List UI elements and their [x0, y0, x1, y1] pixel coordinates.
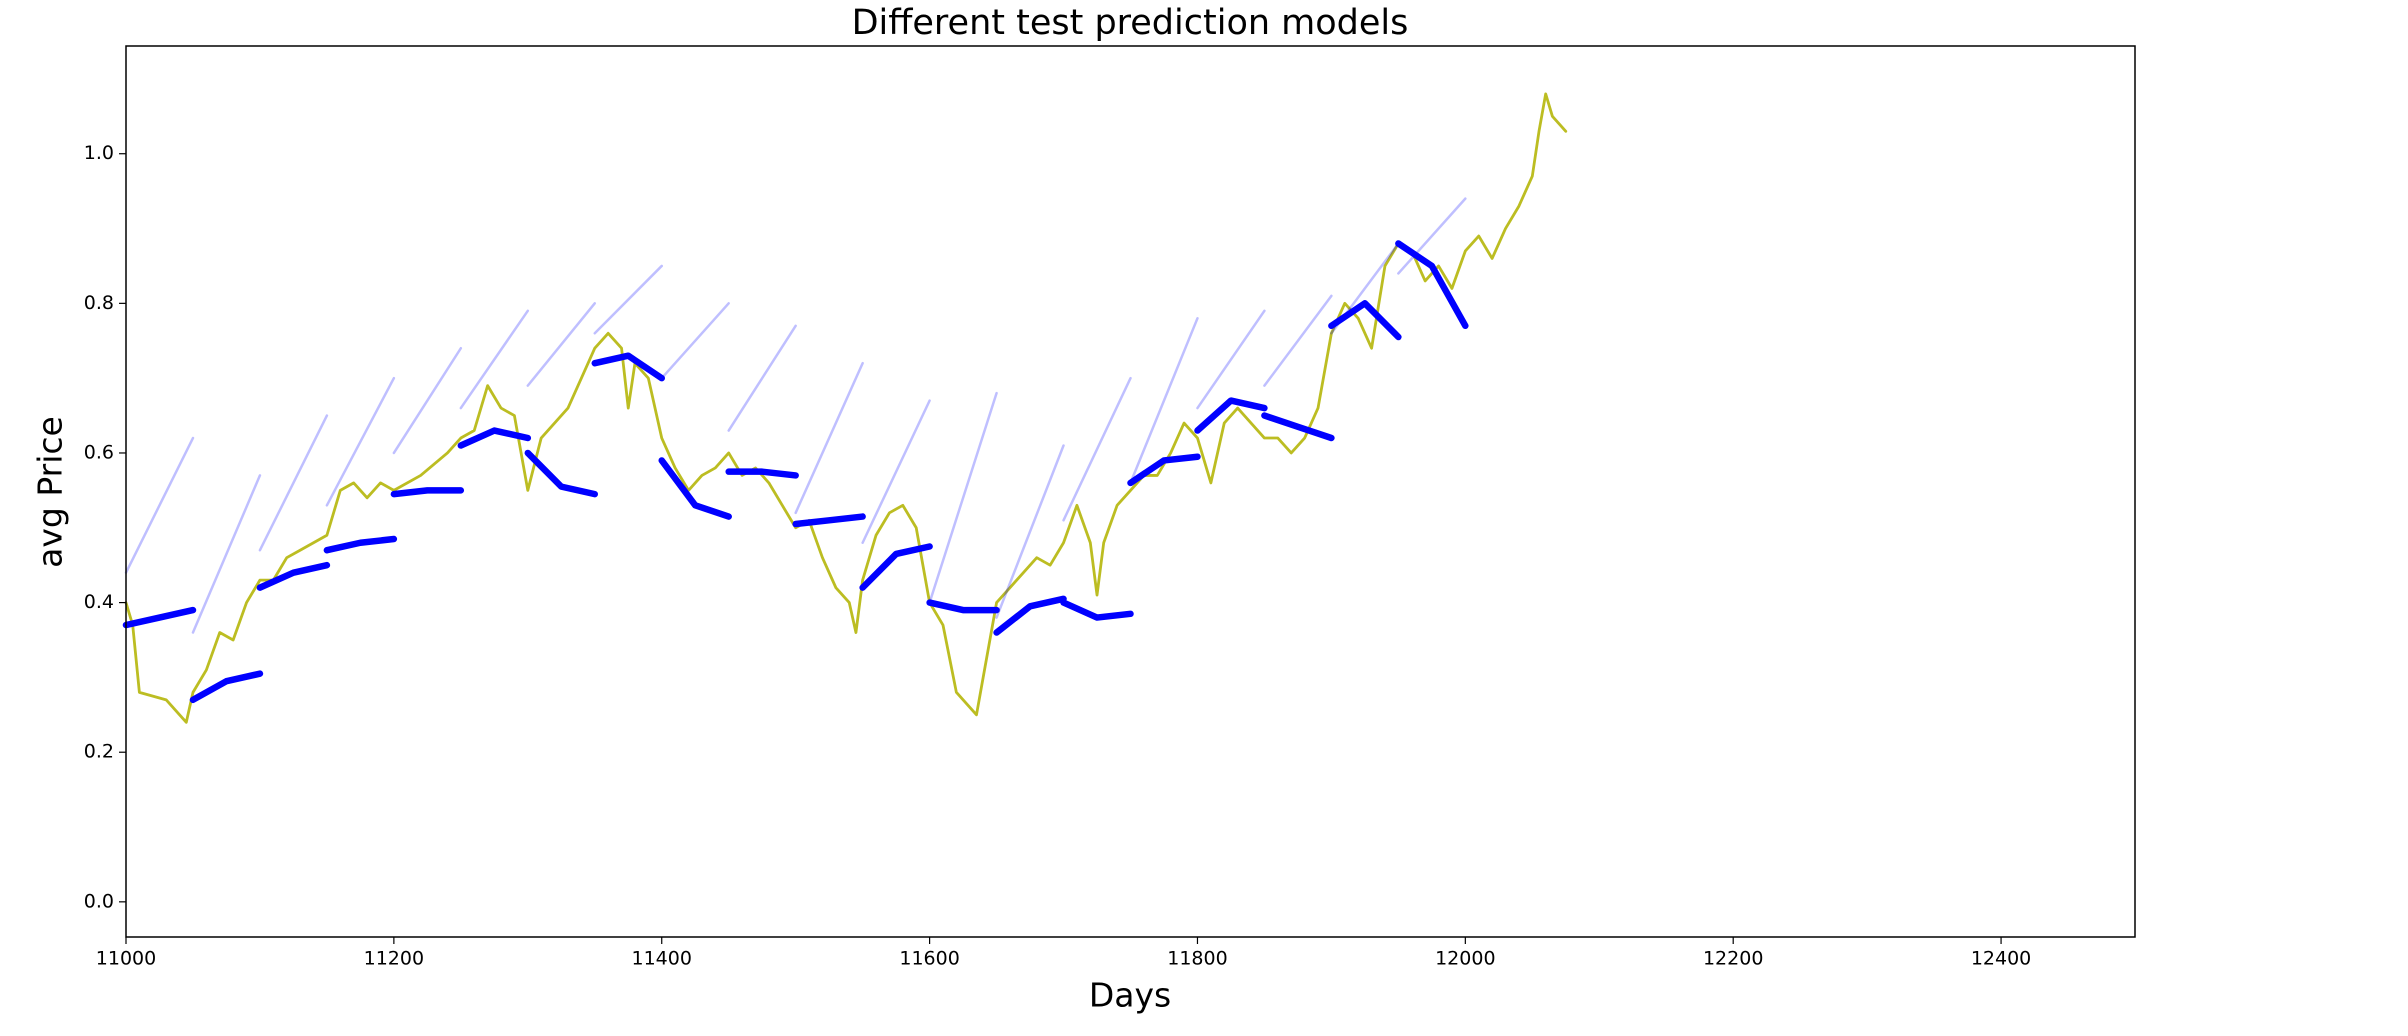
series-line [189, 670, 264, 704]
y-tick-label: 0.6 [84, 441, 114, 463]
series-line [258, 414, 329, 552]
series-line [1060, 599, 1134, 621]
series-line [124, 92, 1568, 724]
x-tick-label: 11000 [96, 948, 156, 970]
series-line [1397, 197, 1467, 275]
y-tick-label: 0.0 [84, 890, 114, 912]
series-line [861, 399, 931, 544]
series-line [191, 474, 262, 634]
series-line [593, 264, 663, 335]
plot-area [122, 92, 1568, 724]
series-line [794, 361, 864, 515]
series-line [392, 346, 463, 455]
series-line [526, 302, 597, 387]
series-line [792, 513, 866, 528]
y-tick-label: 1.0 [84, 142, 114, 164]
series-line [658, 457, 732, 520]
series-line [928, 391, 998, 604]
series-line [124, 436, 195, 574]
series-line [660, 302, 730, 380]
series-line [457, 427, 532, 449]
series-line [524, 449, 599, 498]
series-line [459, 309, 530, 410]
series-line [727, 324, 797, 432]
series-line [1328, 300, 1402, 341]
series-line [122, 606, 197, 629]
chart-title: Different test prediction models [852, 3, 1409, 43]
series-line [995, 444, 1065, 619]
series-line [1395, 240, 1469, 330]
series-line [325, 376, 396, 507]
series-line [993, 595, 1067, 636]
series-line [926, 599, 1000, 614]
x-tick-label: 12400 [1971, 948, 2031, 970]
y-axis-label: avg Price [31, 416, 70, 568]
y-tick-label: 0.8 [84, 292, 114, 314]
x-tick-label: 11800 [1167, 948, 1227, 970]
x-tick-label: 11200 [364, 948, 424, 970]
x-tick-label: 11400 [632, 948, 692, 970]
series-line [591, 352, 665, 382]
x-axis-label: Days [1089, 976, 1171, 1015]
series-line [1263, 294, 1333, 387]
x-tick-label: 12000 [1435, 948, 1495, 970]
series-line [859, 543, 933, 591]
y-tick-label: 0.2 [84, 741, 114, 763]
series-line [1062, 376, 1132, 522]
x-tick-label: 12200 [1703, 948, 1763, 970]
series-line [1194, 397, 1268, 434]
series-line [256, 561, 331, 591]
series-line [323, 535, 398, 554]
series-line [390, 487, 465, 498]
plot-frame [125, 45, 2136, 938]
series-line [1129, 317, 1199, 485]
y-tick-label: 0.4 [84, 591, 114, 613]
series-line [725, 468, 799, 479]
x-tick-label: 11600 [899, 948, 959, 970]
series-line [1261, 412, 1335, 442]
series-line [1127, 453, 1201, 487]
series-line [1196, 309, 1266, 410]
